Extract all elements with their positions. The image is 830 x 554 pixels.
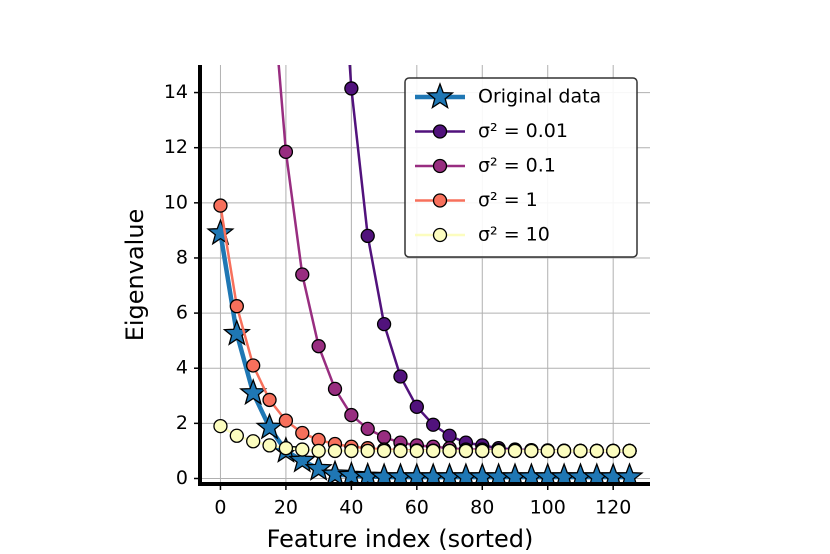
x-tick-label: 0	[214, 497, 226, 519]
y-tick-label: 12	[164, 136, 188, 158]
y-tick-label: 0	[176, 467, 188, 489]
circle-marker	[327, 443, 343, 459]
legend-label: Original data	[478, 86, 601, 108]
x-axis-label: Feature index (sorted)	[267, 525, 534, 553]
y-tick-label: 10	[164, 191, 188, 213]
y-axis-label: Eigenvalue	[121, 209, 149, 342]
x-tick-label: 40	[339, 497, 363, 519]
circle-marker	[426, 443, 441, 459]
y-tick-label: 14	[164, 81, 188, 103]
x-tick-label: 100	[530, 497, 566, 519]
y-tick-label: 4	[176, 357, 188, 379]
circle-marker	[475, 443, 490, 459]
x-tick-label: 60	[405, 497, 429, 519]
circle-marker	[507, 443, 523, 459]
circle-marker	[432, 227, 448, 243]
circle-marker	[229, 428, 244, 443]
circle-marker	[432, 158, 448, 174]
star-marker	[255, 412, 284, 440]
legend-label: σ² = 0.01	[478, 120, 568, 142]
circle-marker	[376, 429, 392, 445]
circle-marker	[311, 443, 326, 459]
series-line	[218, 232, 630, 480]
circle-marker	[262, 438, 277, 453]
circle-marker	[393, 443, 408, 459]
circle-marker	[376, 443, 392, 459]
star-marker	[206, 218, 235, 246]
circle-marker	[409, 399, 424, 414]
circle-marker	[295, 425, 310, 441]
circle-marker	[589, 443, 604, 459]
legend-box	[404, 77, 638, 258]
star-marker	[304, 453, 333, 481]
circle-marker	[442, 428, 457, 443]
legend: Original data σ² = 0.01 σ² = 0.1 σ² = 1 σ² =…	[404, 77, 638, 258]
circle-marker	[409, 443, 424, 459]
y-tick-label: 6	[176, 302, 188, 324]
legend-label: σ² = 1	[478, 189, 538, 211]
circle-marker	[278, 441, 294, 456]
star-marker	[222, 318, 251, 346]
circle-marker	[229, 299, 244, 314]
x-tick-label: 120	[595, 497, 631, 519]
circle-marker	[432, 193, 448, 208]
circle-marker	[458, 443, 474, 459]
x-tick-label: 20	[274, 497, 298, 519]
circle-marker	[213, 198, 228, 213]
circle-marker	[344, 81, 359, 96]
circle-marker	[344, 407, 359, 423]
circle-marker	[278, 144, 294, 159]
circle-marker	[524, 443, 539, 459]
circle-marker	[573, 443, 588, 459]
circle-marker	[426, 417, 441, 432]
circle-marker	[360, 443, 375, 459]
star-marker	[425, 82, 455, 109]
circle-marker	[344, 443, 359, 459]
circle-marker	[491, 443, 506, 459]
circle-marker	[311, 339, 326, 354]
circle-marker	[360, 228, 375, 244]
circle-marker	[622, 443, 637, 459]
circle-marker	[556, 443, 572, 459]
circle-marker	[246, 434, 261, 449]
star-marker	[320, 459, 350, 484]
y-tick-label: 2	[176, 412, 188, 434]
circle-marker	[213, 418, 228, 434]
circle-marker	[360, 421, 375, 437]
circle-marker	[262, 392, 277, 408]
star-marker	[288, 445, 317, 473]
circle-marker	[246, 358, 261, 373]
circle-marker	[327, 381, 343, 397]
circle-marker	[376, 316, 392, 332]
star-marker	[239, 378, 268, 406]
plot-area	[206, 65, 644, 484]
legend-label: σ² = 10	[478, 224, 550, 246]
y-tick-label: 8	[176, 246, 188, 268]
circle-marker	[606, 443, 621, 459]
circle-marker	[295, 267, 310, 282]
circle-marker	[295, 442, 310, 457]
x-tick-label: 80	[470, 497, 494, 519]
circle-marker	[432, 124, 448, 139]
star-marker	[337, 460, 366, 484]
circle-marker	[442, 443, 457, 459]
circle-marker	[393, 369, 408, 384]
circle-marker	[278, 413, 294, 428]
legend-label: σ² = 0.1	[478, 155, 556, 177]
circle-marker	[540, 443, 555, 459]
